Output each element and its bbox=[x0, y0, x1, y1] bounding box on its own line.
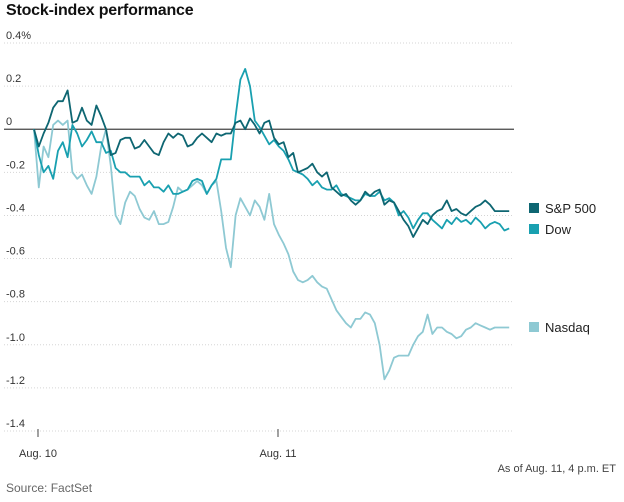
y-tick-label: -0.2 bbox=[6, 159, 25, 171]
source-note: Source: FactSet bbox=[6, 481, 93, 495]
legend-swatch bbox=[529, 203, 539, 213]
y-tick-label: 0.4% bbox=[6, 30, 31, 42]
x-tick-label: Aug. 10 bbox=[19, 448, 57, 460]
series-lines bbox=[33, 68, 510, 381]
series-line-s-p-500 bbox=[33, 89, 510, 238]
y-tick-label: -0.4 bbox=[6, 202, 25, 214]
series-line-dow bbox=[33, 68, 510, 232]
y-tick-label: -0.8 bbox=[6, 289, 25, 301]
legend-swatch bbox=[529, 224, 539, 234]
x-axis-ticks: Aug. 10 Aug. 11 bbox=[19, 429, 297, 460]
y-tick-label: -1.4 bbox=[6, 418, 25, 430]
y-tick-label: -1.2 bbox=[6, 375, 25, 387]
y-tick-label: -1.0 bbox=[6, 332, 25, 344]
series-line-nasdaq bbox=[33, 119, 510, 381]
y-tick-label: 0 bbox=[6, 116, 12, 128]
legend-swatch bbox=[529, 322, 539, 332]
legend-label: S&P 500 bbox=[545, 201, 596, 216]
timestamp-note: As of Aug. 11, 4 p.m. ET bbox=[497, 463, 616, 475]
legend-label: Dow bbox=[545, 222, 572, 237]
legend: S&P 500 Dow Nasdaq bbox=[529, 201, 596, 335]
y-tick-label: -0.6 bbox=[6, 246, 25, 258]
chart-title: Stock-index performance bbox=[6, 2, 194, 19]
gridlines bbox=[4, 42, 514, 432]
y-tick-label: 0.2 bbox=[6, 73, 21, 85]
legend-label: Nasdaq bbox=[545, 320, 590, 335]
y-axis-ticks: 0.4% 0.2 0 -0.2 -0.4 -0.6 -0.8 -1.0 -1.2 -1.4 bbox=[6, 30, 31, 430]
x-tick-label: Aug. 11 bbox=[259, 448, 296, 460]
